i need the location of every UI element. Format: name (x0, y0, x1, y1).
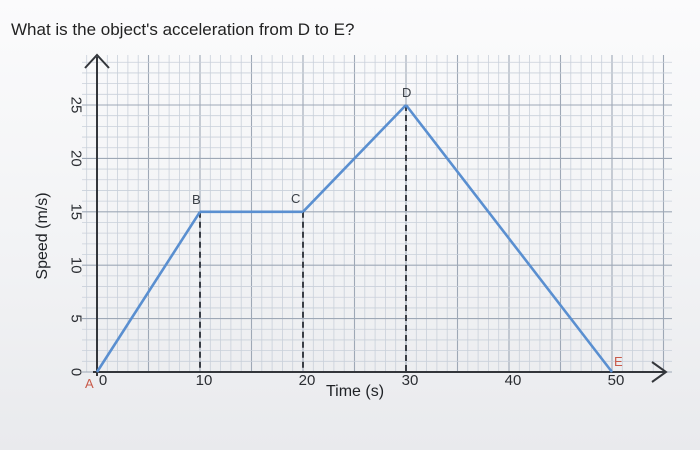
x-tick-label: 0 (99, 372, 107, 389)
series-segment-CD (302, 104, 407, 213)
x-tick-label: 20 (299, 372, 316, 389)
chart-axes (84, 53, 668, 383)
question-text: What is the object's acceleration from D… (11, 20, 355, 39)
dashed-guides (199, 105, 407, 372)
point-label-E: E (614, 354, 623, 369)
y-tick-label: 25 (68, 97, 85, 114)
point-label-D: D (402, 85, 411, 100)
series-segment-AB (95, 211, 202, 373)
point-label-A: A (85, 376, 94, 391)
tick-labels: 0 10 20 30 40 50 0 5 10 15 20 25 (68, 97, 625, 389)
x-axis-arrow (651, 361, 668, 383)
point-label-C: C (291, 191, 300, 206)
speed-series (95, 104, 614, 373)
x-tick-label: 50 (608, 372, 625, 389)
point-labels: A B C D E (85, 85, 623, 391)
series-segment-DE (404, 104, 614, 373)
chart-grid (82, 55, 672, 373)
x-tick-label: 40 (505, 372, 522, 389)
y-tick-label: 5 (68, 314, 85, 322)
x-tick-label: 30 (402, 372, 419, 389)
x-tick-label: 10 (196, 372, 213, 389)
point-label-B: B (192, 192, 201, 207)
y-tick-label: 0 (68, 368, 85, 376)
y-tick-label: 20 (68, 150, 85, 167)
y-axis-arrow (84, 53, 110, 69)
y-tick-label: 10 (68, 257, 85, 274)
y-axis-title: Speed (m/s) (34, 192, 51, 279)
x-axis-title: Time (s) (326, 383, 384, 400)
y-tick-label: 15 (68, 203, 85, 220)
